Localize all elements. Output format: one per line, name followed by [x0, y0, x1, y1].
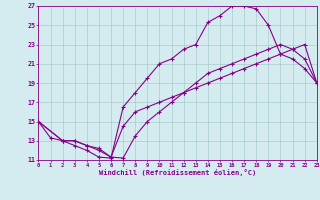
- X-axis label: Windchill (Refroidissement éolien,°C): Windchill (Refroidissement éolien,°C): [99, 169, 256, 176]
